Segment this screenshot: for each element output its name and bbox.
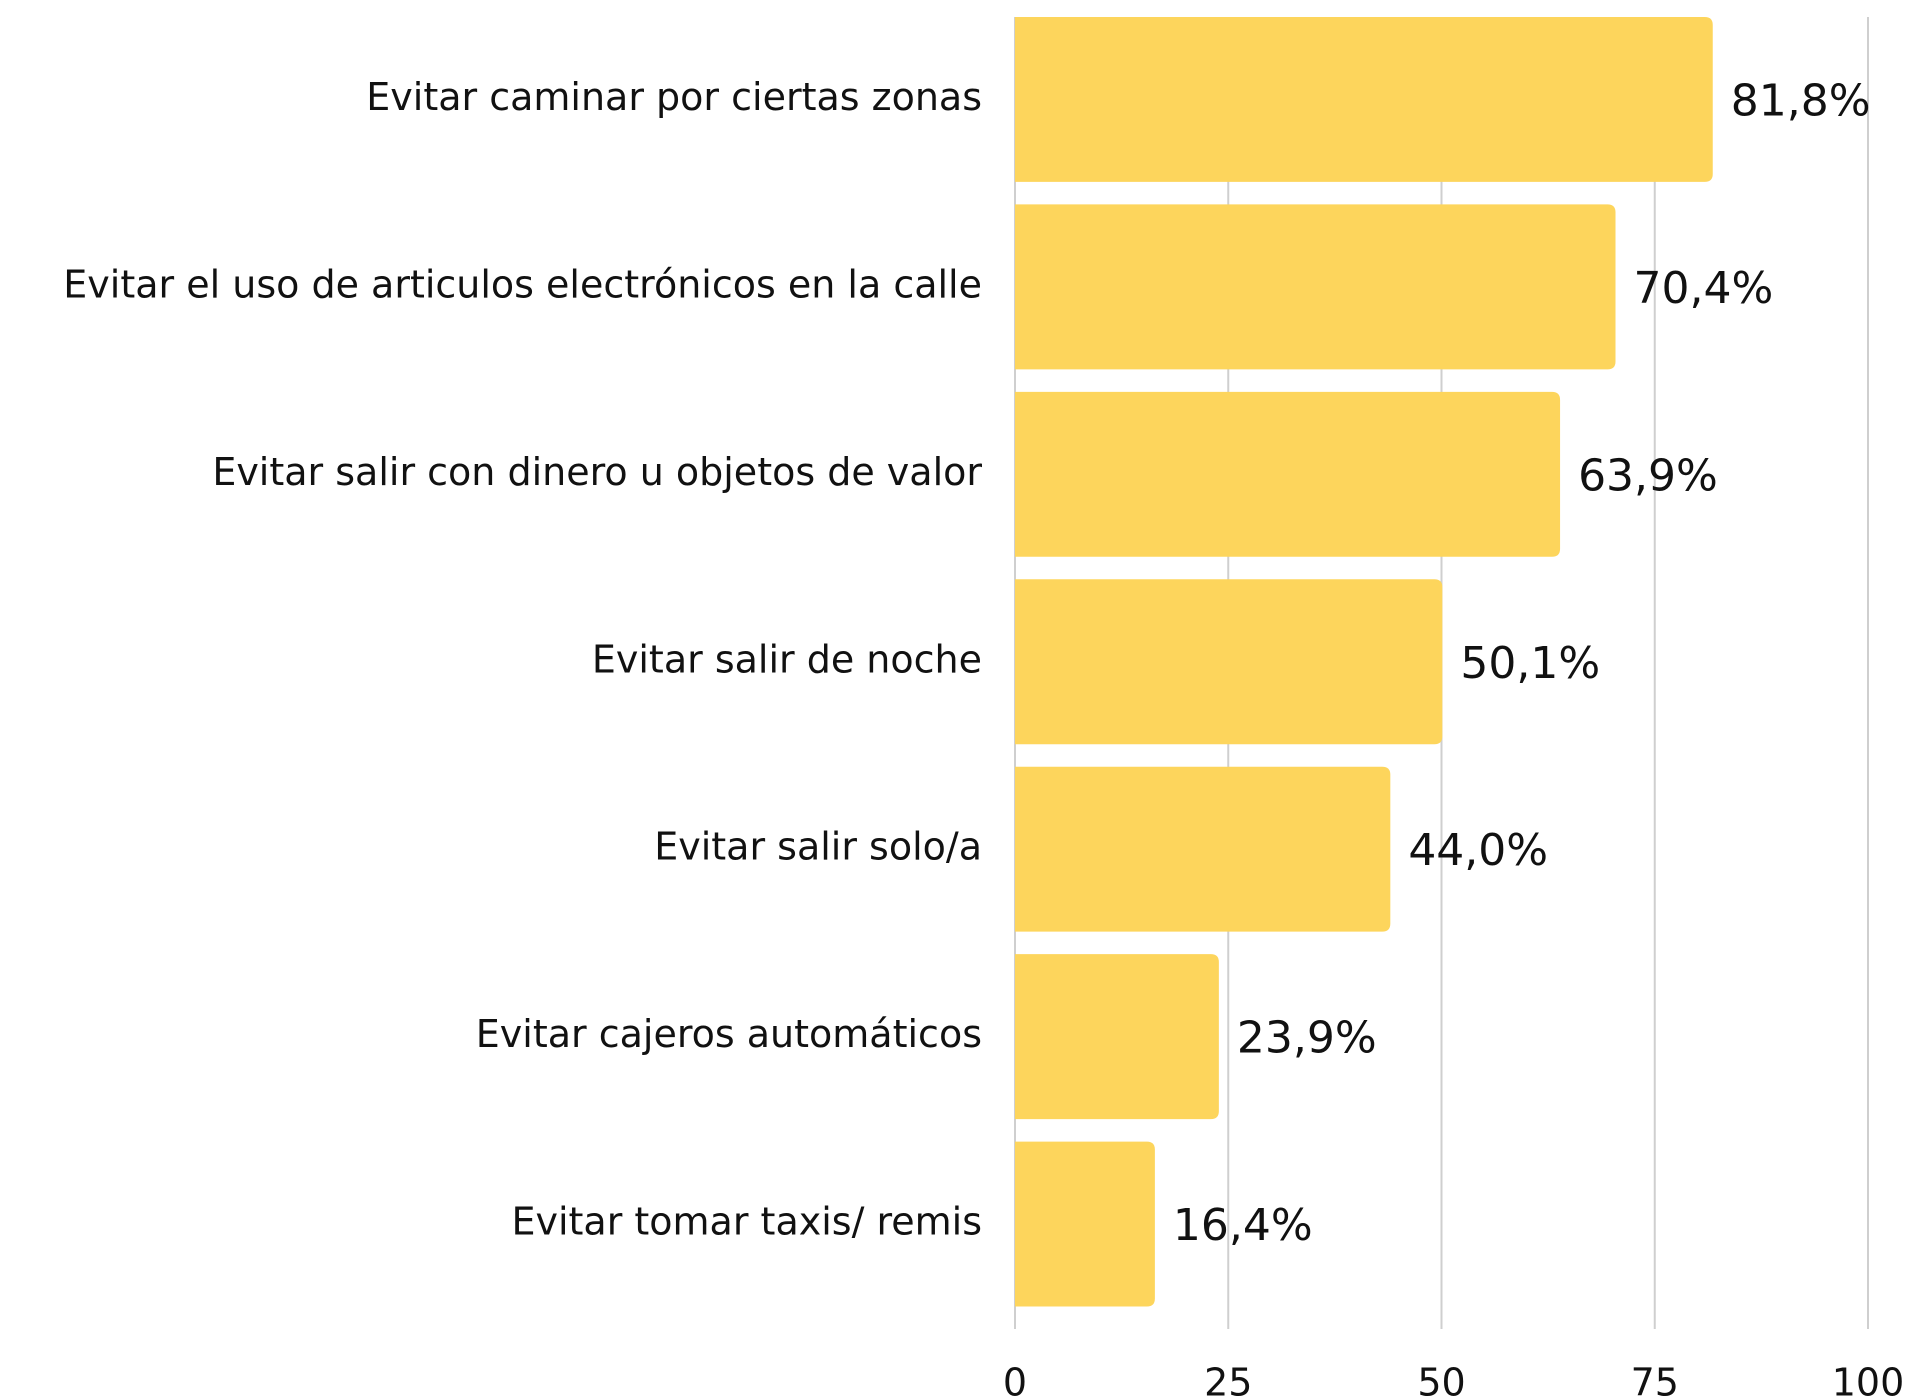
value-label: 50,1% <box>1460 638 1600 689</box>
category-label: Evitar salir con dinero u objetos de val… <box>212 450 982 494</box>
bar <box>1015 391 1561 557</box>
bar <box>1015 17 1713 182</box>
category-label: Evitar salir de noche <box>592 637 982 681</box>
bar <box>1015 1141 1155 1307</box>
category-label: Evitar salir solo/a <box>654 825 982 869</box>
category-label: Evitar el uso de articulos electrónicos … <box>63 262 982 306</box>
bar <box>1015 766 1391 932</box>
category-label: Evitar caminar por ciertas zonas <box>366 75 982 119</box>
x-tick-label: 25 <box>1204 1361 1252 1397</box>
value-label: 70,4% <box>1634 263 1774 314</box>
category-label: Evitar tomar taxis/ remis <box>511 1200 982 1244</box>
x-tick-label: 0 <box>1003 1361 1027 1397</box>
value-label: 44,0% <box>1408 825 1548 876</box>
value-label: 23,9% <box>1237 1013 1377 1064</box>
bar <box>1015 579 1443 745</box>
value-label: 16,4% <box>1173 1200 1313 1251</box>
bar <box>1015 954 1219 1120</box>
x-tick-label: 100 <box>1832 1361 1905 1397</box>
bar <box>1015 204 1616 370</box>
x-tick-label: 50 <box>1417 1361 1465 1397</box>
x-tick-label: 75 <box>1631 1361 1679 1397</box>
category-label: Evitar cajeros automáticos <box>476 1012 982 1056</box>
value-label: 81,8% <box>1731 75 1871 126</box>
value-label: 63,9% <box>1578 450 1718 501</box>
